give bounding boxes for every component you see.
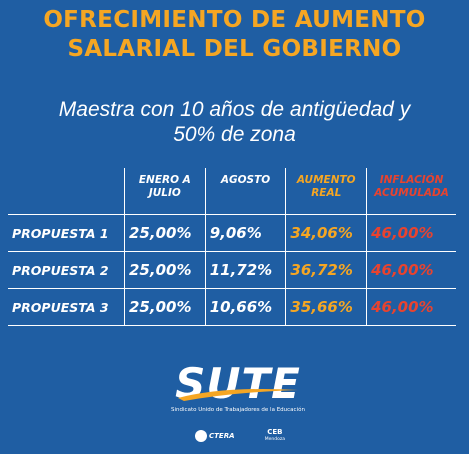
cell-inflacion: 46,00% — [366, 288, 456, 326]
column-header-line: REAL — [311, 187, 342, 199]
column-header-line: AUMENTO — [296, 174, 356, 186]
subtitle-line-1: Maestra con 10 años de antigüedad y — [58, 98, 411, 121]
header-empty-cell — [8, 168, 125, 215]
cell-aumento-real: 36,72% — [285, 251, 367, 289]
row-label: PROPUESTA 2 — [8, 251, 125, 289]
logo-subtitle: Sindicato Unido de Trabajadores de la Ed… — [171, 407, 305, 413]
column-header-enero-julio: ENERO A JULIO — [124, 168, 206, 215]
ctera-logo: CTERA — [195, 430, 235, 442]
title-line-2: SALARIAL DEL GOBIERNO — [67, 36, 402, 62]
salary-table: ENERO A JULIO AGOSTO AUMENTO REAL INFLAC… — [8, 168, 456, 326]
row-label: PROPUESTA 3 — [8, 288, 125, 326]
page-title: OFRECIMIENTO DE AUMENTO SALARIAL DEL GOB… — [0, 6, 469, 64]
ceb-sublabel: Mendoza — [264, 437, 285, 442]
column-header-line: AGOSTO — [220, 174, 271, 186]
column-header-line: ENERO A — [138, 174, 191, 186]
cell-enero-julio: 25,00% — [124, 214, 206, 252]
ctera-label: CTERA — [209, 432, 235, 440]
cell-inflacion: 46,00% — [366, 214, 456, 252]
cell-aumento-real: 34,06% — [285, 214, 367, 252]
title-line-1: OFRECIMIENTO DE AUMENTO — [43, 7, 426, 33]
column-header-line: INFLACIÓN — [379, 174, 444, 186]
logo-swoosh-icon — [178, 389, 298, 401]
table-header-row: ENERO A JULIO AGOSTO AUMENTO REAL INFLAC… — [8, 168, 456, 215]
ceb-label: CEB — [267, 428, 283, 436]
page-subtitle: Maestra con 10 años de antigüedad y 50% … — [0, 97, 469, 147]
subtitle-line-2: 50% de zona — [173, 123, 296, 146]
column-header-aumento-real: AUMENTO REAL — [285, 168, 367, 215]
partner-logos: CTERA CEB Mendoza — [195, 426, 285, 446]
table-row: PROPUESTA 1 25,00% 9,06% 34,06% 46,00% — [8, 214, 456, 252]
table-row: PROPUESTA 3 25,00% 10,66% 35,66% 46,00% — [8, 288, 456, 326]
row-label: PROPUESTA 1 — [8, 214, 125, 252]
ctera-globe-icon — [195, 430, 207, 442]
column-header-line: JULIO — [148, 187, 181, 199]
cell-inflacion: 46,00% — [366, 251, 456, 289]
ceb-logo: CEB Mendoza — [265, 429, 285, 443]
table-row: PROPUESTA 2 25,00% 11,72% 36,72% 46,00% — [8, 251, 456, 289]
column-header-line: ACUMULADA — [374, 187, 449, 199]
column-header-agosto: AGOSTO — [204, 168, 286, 215]
cell-aumento-real: 35,66% — [285, 288, 367, 326]
logo-wordmark: SUTE — [168, 362, 308, 406]
cell-agosto: 10,66% — [204, 288, 286, 326]
cell-enero-julio: 25,00% — [124, 251, 206, 289]
cell-agosto: 11,72% — [204, 251, 286, 289]
column-header-inflacion-acumulada: INFLACIÓN ACUMULADA — [366, 168, 456, 215]
sute-logo: SUTE Sindicato Unido de Trabajadores de … — [168, 362, 308, 414]
cell-enero-julio: 25,00% — [124, 288, 206, 326]
cell-agosto: 9,06% — [204, 214, 286, 252]
